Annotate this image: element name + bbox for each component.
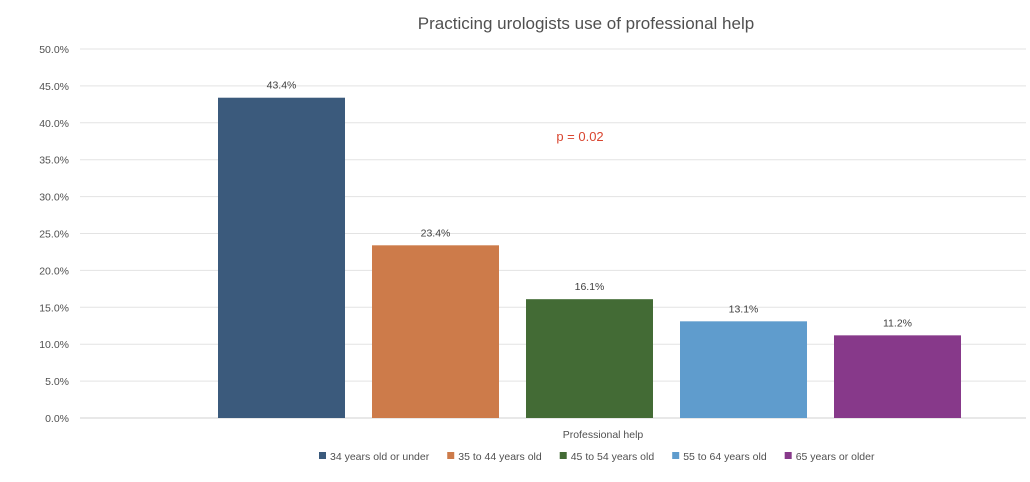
y-tick-label: 5.0% xyxy=(45,376,69,388)
legend-item: 34 years old or under xyxy=(319,451,430,463)
bar-4 xyxy=(680,321,807,418)
bar-1 xyxy=(218,97,345,418)
legend-item: 35 to 44 years old xyxy=(447,451,542,463)
y-tick-label: 15.0% xyxy=(39,302,69,314)
y-tick-label: 20.0% xyxy=(39,265,69,277)
legend-swatch xyxy=(559,452,567,459)
legend-swatch xyxy=(672,452,680,459)
data-label: 23.4% xyxy=(421,227,451,239)
legend-label: 55 to 64 years old xyxy=(683,451,767,463)
legend-swatch xyxy=(784,452,792,459)
bar-5 xyxy=(834,335,961,418)
data-labels: 43.4% 23.4% 16.1% 13.1% 11.2% xyxy=(267,80,912,330)
legend-item: 45 to 54 years old xyxy=(559,451,655,463)
legend-item: 55 to 64 years old xyxy=(672,451,767,463)
legend-item: 65 years or older xyxy=(784,451,875,463)
data-label: 11.2% xyxy=(883,317,912,329)
y-tick-label: 10.0% xyxy=(39,339,69,351)
y-tick-label: 50.0% xyxy=(39,44,69,56)
data-label: 43.4% xyxy=(267,80,297,92)
chart-title: Practicing urologists use of professiona… xyxy=(418,14,754,33)
bar-3 xyxy=(526,299,653,418)
legend-label: 45 to 54 years old xyxy=(571,451,655,463)
legend: 34 years old or under 35 to 44 years old 4… xyxy=(319,451,875,463)
y-tick-label: 25.0% xyxy=(39,229,69,241)
legend-swatch xyxy=(319,452,326,459)
y-tick-label: 45.0% xyxy=(39,81,69,93)
p-value-annotation: p = 0.02 xyxy=(556,129,603,144)
y-tick-label: 30.0% xyxy=(39,192,69,204)
legend-label: 34 years old or under xyxy=(330,451,430,463)
y-tick-label: 40.0% xyxy=(39,118,69,130)
legend-swatch xyxy=(447,452,455,459)
bar-2 xyxy=(372,245,499,418)
y-axis-tick-labels: 0.0% 5.0% 10.0% 15.0% 20.0% 25.0% 30.0% 35.0% 40… xyxy=(39,44,69,425)
bars xyxy=(218,97,961,418)
legend-label: 35 to 44 years old xyxy=(458,451,542,463)
x-axis-category-label: Professional help xyxy=(563,429,644,441)
data-label: 16.1% xyxy=(575,281,605,293)
data-label: 13.1% xyxy=(729,303,759,315)
y-tick-label: 0.0% xyxy=(45,413,69,425)
legend-label: 65 years or older xyxy=(796,451,875,463)
y-tick-label: 35.0% xyxy=(39,155,69,167)
